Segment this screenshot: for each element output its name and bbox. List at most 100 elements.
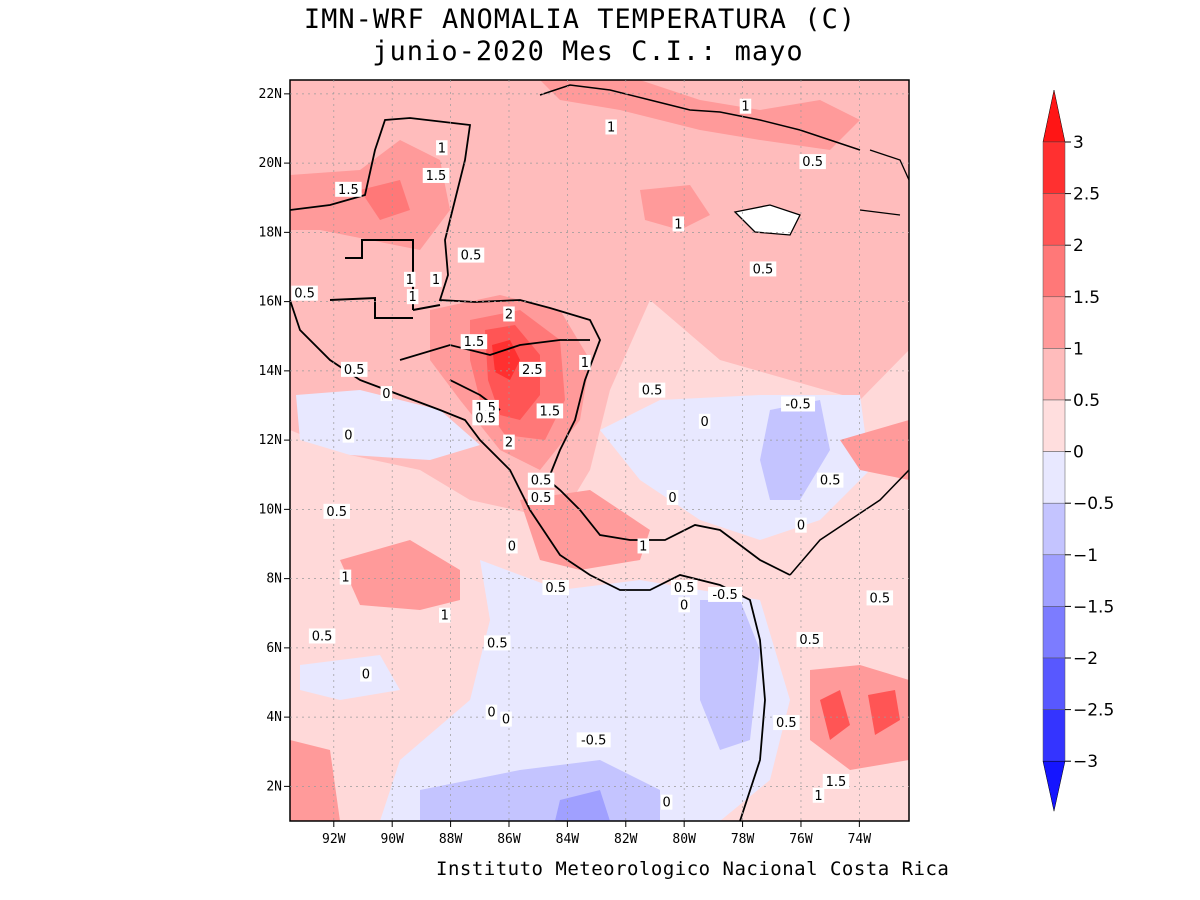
contour-label: -0.5	[581, 733, 606, 748]
contour-label-box	[542, 580, 569, 596]
colorbar-segment	[1042, 451, 1066, 504]
contour-label: 2.5	[522, 363, 543, 378]
contour-label-box	[503, 306, 515, 322]
contour-label-box	[439, 607, 451, 623]
lon-tick-label: 88W	[439, 832, 463, 847]
colorbar-segment	[1042, 709, 1066, 762]
colorbar-segment	[1042, 193, 1066, 246]
warm-core-sea	[640, 185, 710, 230]
contour-label-box	[430, 271, 442, 287]
colorbar-segment	[1042, 554, 1066, 607]
hottest-core-honduras	[492, 340, 520, 380]
colorbar-bottom-arrow	[1042, 760, 1066, 812]
lat-tick-label: 10N	[259, 502, 282, 517]
contour-label: 0.5	[753, 262, 774, 277]
contour-label-box	[342, 427, 355, 443]
lon-tick-label: 78W	[731, 832, 755, 847]
colorbar-label: −1	[1073, 546, 1098, 566]
contour-label-box	[796, 631, 823, 647]
colorbar-segment	[1042, 657, 1066, 710]
lon-tick-label: 86W	[497, 832, 521, 847]
coastline-hispaniola	[859, 149, 909, 216]
coastline-colombia	[789, 469, 909, 576]
warm-core-yucatan-2	[360, 180, 410, 220]
contour-label: -0.5	[785, 397, 810, 412]
contour-label: 0.5	[475, 411, 496, 426]
contour-label-box	[403, 271, 416, 287]
lat-tick-label: 8N	[266, 572, 282, 587]
map-subtitle: junio-2020 Mes C.I.: mayo	[372, 36, 804, 67]
contour-label: 1	[581, 356, 589, 371]
lat-tick-label: 20N	[259, 156, 282, 171]
contour-label: 1	[814, 789, 822, 804]
lon-tick-label: 76W	[789, 832, 813, 847]
contour-label: 2	[505, 307, 513, 322]
contour-label: 0	[797, 519, 805, 534]
contour-label-box	[638, 382, 666, 398]
contour-label-box	[605, 119, 617, 135]
contour-label-box	[457, 247, 485, 263]
contour-label: 1	[341, 571, 349, 586]
map-title: IMN-WRF ANOMALIA TEMPERATURA (C)	[303, 4, 857, 35]
contour-label: 0	[487, 706, 495, 721]
colorbar-label: 0.5	[1073, 391, 1100, 411]
colorbar-segment	[1042, 348, 1066, 401]
contour-label: 0	[700, 415, 708, 430]
lat-tick-label: 2N	[266, 779, 282, 794]
lon-tick-label: 84W	[556, 832, 580, 847]
contour-label-box	[812, 787, 825, 803]
contour-label: 1.5	[338, 183, 359, 198]
colorbar-label: 1.5	[1073, 288, 1100, 308]
contour-label-box	[527, 472, 555, 488]
contour-label: 1.5	[540, 404, 561, 419]
border-guatemala	[329, 239, 441, 319]
contour-label: 0.5	[487, 636, 508, 651]
lon-tick-label: 92W	[322, 832, 346, 847]
contour-label: 0	[502, 713, 510, 728]
contour-label: 0.5	[674, 581, 695, 596]
contour-label: 1	[432, 273, 440, 288]
contour-label-box	[340, 361, 368, 377]
contour-label-box	[749, 261, 777, 277]
warm-core-cuba	[540, 80, 860, 150]
contour-label: 0.5	[326, 505, 347, 520]
contour-label: 0	[508, 539, 516, 554]
map-area	[290, 80, 909, 821]
warm-core-pacific	[340, 540, 460, 610]
contour-label-box	[291, 285, 318, 301]
contour-label: 0.5	[531, 474, 552, 489]
contour-label: 1.5	[826, 775, 847, 790]
warm-core-northeast-sa	[840, 420, 909, 480]
contour-label-box	[637, 538, 650, 554]
cold-core-east	[760, 400, 830, 500]
colorbar-label: 0	[1073, 443, 1084, 463]
lat-tick-label: 16N	[259, 295, 282, 310]
contour-labels: 22.521.51.51.51.51.51.51111111111110.50.…	[291, 98, 894, 811]
cold-core-south-2	[555, 790, 610, 821]
contour-label-box	[866, 590, 894, 606]
contour-label: 0.5	[294, 287, 315, 302]
colorbar-label: −3	[1073, 752, 1098, 772]
colorbar-segment	[1042, 606, 1066, 659]
footer-credit: Instituto Meteorologico Nacional Costa R…	[436, 858, 950, 880]
contour-label: 0.5	[344, 363, 365, 378]
contour-label-box	[708, 586, 743, 602]
contour-label: 0.5	[802, 155, 823, 170]
hot-core-colombia-1	[820, 690, 850, 740]
contour-label-box	[698, 413, 711, 429]
map-frame	[289, 79, 910, 822]
contour-label-box	[503, 434, 515, 450]
coastline-jamaica	[733, 204, 801, 236]
contour-label: 0	[663, 796, 671, 811]
colorbar-label: 3	[1073, 133, 1084, 153]
colorbar-top-arrow	[1042, 89, 1066, 143]
cold-core-colombia	[700, 600, 760, 750]
contour-label: 1.5	[464, 335, 485, 350]
warm-core-costa-rica	[520, 490, 650, 570]
lon-tick-label: 82W	[614, 832, 638, 847]
lat-tick-label: 18N	[259, 225, 282, 240]
contour-label-box	[678, 597, 690, 613]
contour-label-box	[460, 334, 488, 350]
lat-tick-label: 14N	[259, 364, 282, 379]
contour-label: 0	[680, 598, 688, 613]
